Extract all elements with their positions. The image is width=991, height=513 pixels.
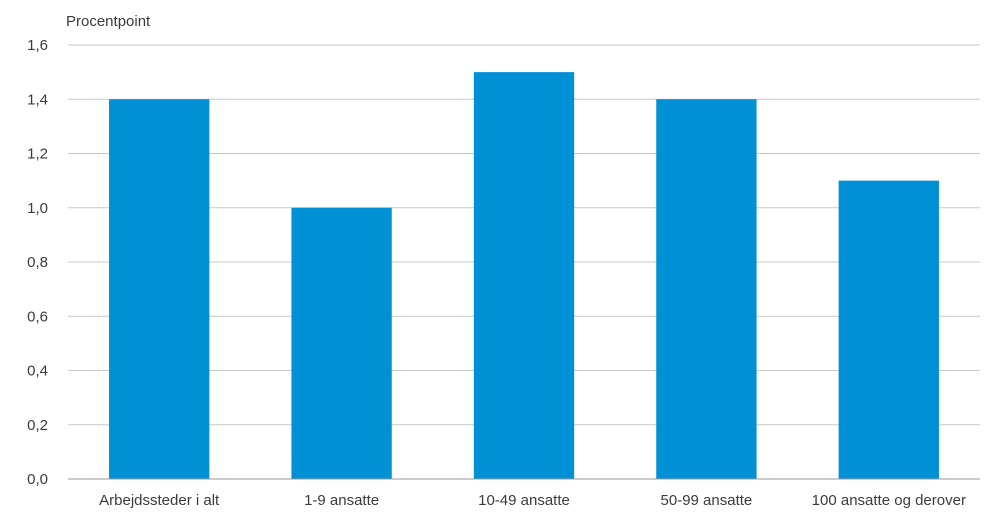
y-tick-label: 1,6 <box>27 37 48 54</box>
y-tick-labels: 0,0 0,2 0,4 0,6 0,8 1,0 1,2 1,4 1,6 <box>27 37 48 488</box>
x-tick-label: 10-49 ansatte <box>478 492 570 509</box>
bar <box>473 72 575 479</box>
x-tick-labels: Arbejdssteder i alt 1-9 ansatte 10-49 ansa… <box>99 492 966 509</box>
y-tick-label: 1,4 <box>27 91 48 108</box>
bar <box>838 180 939 479</box>
y-tick-label: 0,6 <box>27 308 48 325</box>
bar <box>656 99 757 479</box>
bars <box>109 72 939 479</box>
bar <box>291 207 392 479</box>
x-tick-label: 50-99 ansatte <box>661 492 753 509</box>
x-tick-label: 100 ansatte og derover <box>812 492 966 509</box>
y-axis-title: Procentpoint <box>66 13 151 30</box>
bar <box>109 99 210 479</box>
y-tick-label: 0,2 <box>27 417 48 434</box>
y-tick-label: 1,0 <box>27 200 48 217</box>
y-tick-label: 0,8 <box>27 254 48 271</box>
y-tick-label: 0,0 <box>27 471 48 488</box>
y-tick-label: 0,4 <box>27 363 48 380</box>
x-tick-label: Arbejdssteder i alt <box>99 492 220 509</box>
y-tick-label: 1,2 <box>27 146 48 163</box>
x-tick-label: 1-9 ansatte <box>304 492 379 509</box>
